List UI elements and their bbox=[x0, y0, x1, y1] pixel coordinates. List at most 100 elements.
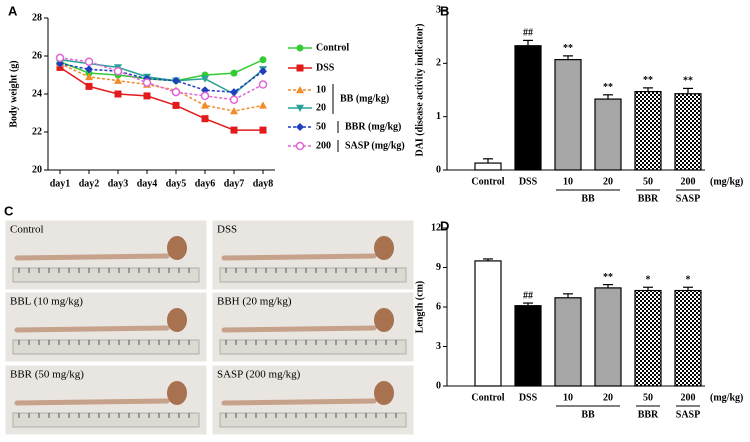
marker bbox=[201, 115, 209, 123]
x-tick-label: 50 bbox=[643, 176, 653, 187]
marker bbox=[143, 92, 151, 100]
marker bbox=[259, 126, 267, 134]
ruler bbox=[219, 267, 407, 283]
colon bbox=[14, 325, 170, 333]
photo-caption: BBL (10 mg/kg) bbox=[10, 296, 83, 308]
marker bbox=[296, 86, 304, 94]
x-tick-label: day4 bbox=[137, 178, 158, 189]
series-line bbox=[59, 57, 264, 101]
group-label: SASP bbox=[676, 409, 700, 420]
x-tick-label: 20 bbox=[603, 176, 613, 187]
legend-note: SASP (mg/kg) bbox=[345, 140, 405, 151]
marker bbox=[114, 76, 122, 84]
x-tick-label: 200 bbox=[681, 392, 696, 403]
photo-caption: BBH (20 mg/kg) bbox=[217, 296, 292, 308]
legend-label: 50 bbox=[316, 121, 326, 132]
photo-caption: DSS bbox=[217, 224, 237, 236]
legend-label: 20 bbox=[316, 102, 326, 113]
y-tick-label: 12 bbox=[431, 222, 441, 233]
bar bbox=[554, 297, 582, 387]
x-tick-label: 10 bbox=[563, 176, 573, 187]
x-tick-label: day6 bbox=[195, 178, 216, 189]
group-label: BBR bbox=[638, 409, 659, 420]
unit-label: (mg/kg) bbox=[710, 176, 743, 187]
photo-caption: BBR (50 mg/kg) bbox=[10, 369, 84, 381]
y-axis-label: Length (cm) bbox=[414, 281, 425, 334]
marker bbox=[172, 101, 180, 109]
photo-caption: SASP (200 mg/kg) bbox=[217, 369, 301, 381]
marker bbox=[230, 69, 238, 77]
marker bbox=[113, 66, 123, 76]
panel-label: D bbox=[440, 218, 449, 233]
bar bbox=[554, 58, 582, 171]
marker bbox=[84, 57, 94, 66]
y-tick-label: 0 bbox=[436, 380, 441, 391]
ruler bbox=[12, 412, 200, 428]
cecum bbox=[374, 308, 394, 332]
group-label: SASP bbox=[676, 193, 700, 204]
significance-label: ** bbox=[603, 82, 613, 93]
bar bbox=[474, 162, 502, 171]
marker bbox=[296, 44, 304, 52]
x-tick-label: 200 bbox=[681, 176, 696, 187]
marker bbox=[258, 80, 268, 89]
marker bbox=[172, 76, 180, 85]
cecum bbox=[374, 381, 394, 405]
y-tick-label: 20 bbox=[32, 164, 42, 175]
colon bbox=[221, 398, 377, 406]
legend-label: 10 bbox=[316, 84, 326, 95]
marker bbox=[230, 88, 238, 97]
significance-label: ** bbox=[643, 75, 653, 86]
x-tick-label: Control bbox=[471, 392, 504, 403]
series-line bbox=[59, 62, 264, 93]
x-tick-label: day2 bbox=[79, 178, 100, 189]
x-tick-label: 20 bbox=[603, 392, 613, 403]
panel-label: C bbox=[4, 203, 14, 218]
panel-label: B bbox=[440, 3, 449, 18]
y-tick-label: 0 bbox=[436, 164, 441, 175]
significance-label: ## bbox=[523, 290, 533, 301]
marker bbox=[296, 64, 304, 72]
legend-label: Control bbox=[316, 42, 349, 53]
legend-label: DSS bbox=[316, 62, 335, 73]
marker bbox=[259, 101, 267, 109]
legend-label: 200 bbox=[316, 140, 331, 151]
x-tick-label: DSS bbox=[519, 392, 538, 403]
ruler bbox=[219, 339, 407, 355]
significance-label: ** bbox=[683, 76, 693, 87]
bar bbox=[674, 289, 702, 387]
marker bbox=[230, 126, 238, 134]
marker bbox=[259, 56, 267, 64]
marker bbox=[85, 82, 93, 90]
y-tick-label: 2 bbox=[436, 58, 441, 69]
series-line bbox=[59, 66, 263, 131]
significance-label: ** bbox=[563, 43, 573, 54]
photo-caption: Control bbox=[10, 224, 44, 236]
bar bbox=[594, 287, 622, 387]
bar bbox=[594, 98, 622, 171]
bar bbox=[514, 45, 542, 171]
colon bbox=[221, 253, 377, 261]
cecum bbox=[167, 381, 187, 405]
x-tick-label: day8 bbox=[253, 178, 274, 189]
cecum bbox=[167, 236, 187, 260]
y-axis-label: Body weight (g) bbox=[8, 60, 19, 127]
cecum bbox=[167, 308, 187, 332]
y-tick-label: 1 bbox=[436, 111, 441, 122]
x-tick-label: 10 bbox=[563, 392, 573, 403]
marker bbox=[85, 72, 93, 81]
marker bbox=[114, 90, 122, 98]
marker bbox=[55, 53, 65, 63]
group-label: BB bbox=[581, 193, 595, 204]
marker bbox=[171, 87, 181, 97]
ruler bbox=[12, 267, 200, 283]
y-tick-label: 28 bbox=[32, 12, 42, 23]
marker bbox=[259, 67, 267, 76]
marker bbox=[295, 141, 305, 151]
x-tick-label: day5 bbox=[166, 178, 187, 189]
colon bbox=[14, 253, 170, 261]
cecum bbox=[374, 236, 394, 260]
x-tick-label: DSS bbox=[519, 176, 538, 187]
colon bbox=[14, 398, 170, 406]
